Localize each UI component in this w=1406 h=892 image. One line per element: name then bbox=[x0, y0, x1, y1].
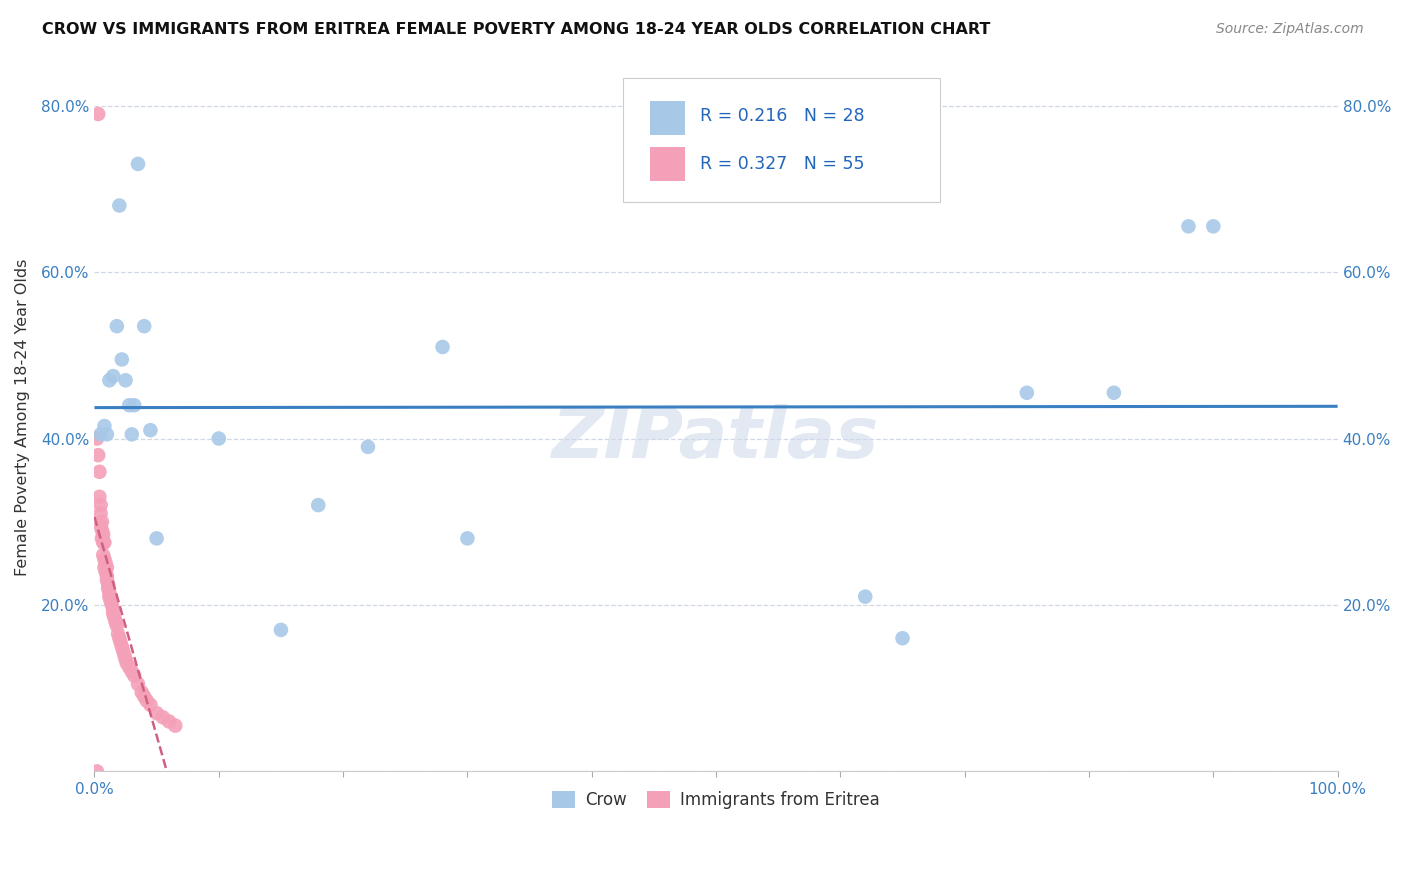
Point bbox=[94, 557, 117, 571]
Point bbox=[89, 465, 111, 479]
Point bbox=[891, 632, 914, 646]
Point bbox=[853, 590, 876, 604]
Point bbox=[90, 498, 112, 512]
Point bbox=[98, 590, 121, 604]
Point bbox=[101, 602, 124, 616]
Point bbox=[105, 319, 128, 334]
Point bbox=[208, 432, 231, 446]
Point bbox=[93, 560, 115, 574]
Point bbox=[131, 685, 153, 699]
Point bbox=[86, 432, 108, 446]
Point bbox=[107, 627, 129, 641]
Point bbox=[94, 565, 117, 579]
Point bbox=[96, 427, 118, 442]
Point bbox=[432, 340, 454, 354]
Point bbox=[139, 698, 162, 712]
Point bbox=[112, 648, 135, 662]
Point bbox=[134, 319, 156, 334]
Text: R = 0.327   N = 55: R = 0.327 N = 55 bbox=[700, 155, 865, 174]
Point bbox=[134, 690, 156, 704]
Point bbox=[98, 585, 121, 599]
Point bbox=[118, 398, 141, 412]
Point bbox=[93, 419, 115, 434]
Point bbox=[90, 523, 112, 537]
Text: ZIPatlas: ZIPatlas bbox=[553, 404, 880, 474]
Text: R = 0.216   N = 28: R = 0.216 N = 28 bbox=[700, 107, 865, 126]
Point bbox=[91, 527, 114, 541]
Point bbox=[307, 498, 329, 512]
Point bbox=[93, 535, 115, 549]
Point bbox=[96, 569, 118, 583]
Point bbox=[1015, 385, 1038, 400]
Point bbox=[91, 535, 114, 549]
Point bbox=[121, 427, 143, 442]
Point bbox=[97, 582, 120, 596]
Point bbox=[96, 560, 118, 574]
Point bbox=[118, 660, 141, 674]
Point bbox=[104, 615, 127, 629]
Point bbox=[456, 532, 478, 546]
Point bbox=[1177, 219, 1199, 234]
Y-axis label: Female Poverty Among 18-24 Year Olds: Female Poverty Among 18-24 Year Olds bbox=[15, 259, 30, 576]
Point bbox=[127, 677, 149, 691]
FancyBboxPatch shape bbox=[650, 101, 685, 135]
Point bbox=[93, 552, 115, 566]
Point bbox=[127, 157, 149, 171]
Point bbox=[101, 607, 124, 621]
Point bbox=[145, 706, 167, 720]
Point bbox=[108, 632, 131, 646]
Point bbox=[108, 198, 131, 212]
Point bbox=[96, 573, 118, 587]
Point bbox=[357, 440, 380, 454]
Point bbox=[111, 640, 134, 654]
FancyBboxPatch shape bbox=[650, 147, 685, 181]
Point bbox=[165, 718, 187, 732]
Point bbox=[157, 714, 180, 729]
Point bbox=[86, 764, 108, 779]
Point bbox=[90, 532, 112, 546]
Point bbox=[90, 427, 112, 442]
Point bbox=[100, 594, 122, 608]
Point bbox=[91, 548, 114, 562]
Point bbox=[89, 490, 111, 504]
Point bbox=[122, 398, 145, 412]
Point bbox=[115, 656, 138, 670]
Point bbox=[114, 652, 136, 666]
Point bbox=[112, 644, 135, 658]
Point bbox=[135, 693, 157, 707]
Point bbox=[110, 635, 132, 649]
Point bbox=[87, 107, 110, 121]
Point bbox=[1102, 385, 1125, 400]
Point bbox=[1202, 219, 1225, 234]
Point bbox=[98, 373, 121, 387]
Point bbox=[121, 665, 143, 679]
Point bbox=[101, 369, 124, 384]
Point bbox=[87, 448, 110, 462]
Point bbox=[90, 515, 112, 529]
Point bbox=[145, 532, 167, 546]
Point bbox=[97, 577, 120, 591]
Point bbox=[114, 373, 136, 387]
Point bbox=[152, 710, 174, 724]
Legend: Crow, Immigrants from Eritrea: Crow, Immigrants from Eritrea bbox=[546, 785, 887, 816]
Text: CROW VS IMMIGRANTS FROM ERITREA FEMALE POVERTY AMONG 18-24 YEAR OLDS CORRELATION: CROW VS IMMIGRANTS FROM ERITREA FEMALE P… bbox=[42, 22, 991, 37]
Point bbox=[100, 590, 122, 604]
FancyBboxPatch shape bbox=[623, 78, 939, 202]
Point bbox=[122, 668, 145, 682]
Point bbox=[105, 619, 128, 633]
Point bbox=[139, 423, 162, 437]
Text: Source: ZipAtlas.com: Source: ZipAtlas.com bbox=[1216, 22, 1364, 37]
Point bbox=[90, 507, 112, 521]
Point bbox=[103, 610, 125, 624]
Point bbox=[101, 598, 124, 612]
Point bbox=[90, 519, 112, 533]
Point bbox=[270, 623, 292, 637]
Point bbox=[111, 352, 134, 367]
